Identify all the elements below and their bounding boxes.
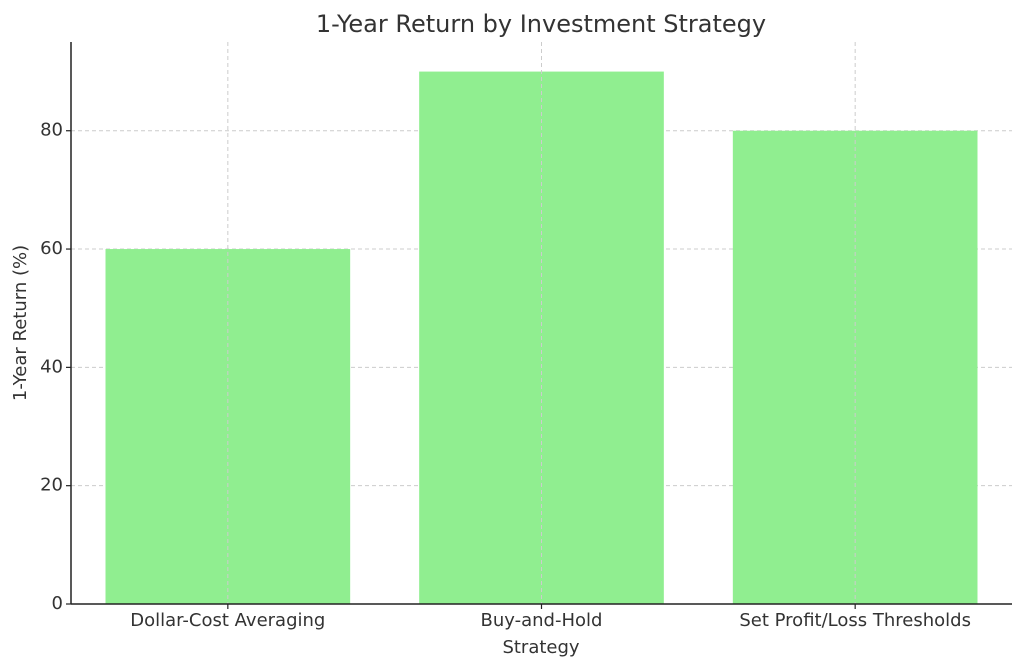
x-ticks-layer: Dollar-Cost Averaging Buy-and-Hold Set Pro… [130, 604, 971, 631]
y-ticks-layer: 0 20 40 60 80 [40, 120, 71, 614]
y-tick-label: 0 [52, 593, 63, 614]
x-tick-label: Set Profit/Loss Thresholds [739, 610, 971, 631]
x-tick-label: Buy-and-Hold [481, 610, 603, 631]
y-tick-label: 60 [40, 238, 63, 259]
x-axis-label: Strategy [502, 637, 579, 658]
chart-title: 1-Year Return by Investment Strategy [316, 10, 766, 38]
y-tick-label: 40 [40, 356, 63, 377]
vertical-grid-layer [227, 42, 856, 604]
y-tick-label: 80 [40, 120, 63, 141]
y-tick-label: 20 [40, 475, 63, 496]
y-axis-label: 1-Year Return (%) [10, 245, 31, 401]
x-tick-label: Dollar-Cost Averaging [130, 610, 325, 631]
